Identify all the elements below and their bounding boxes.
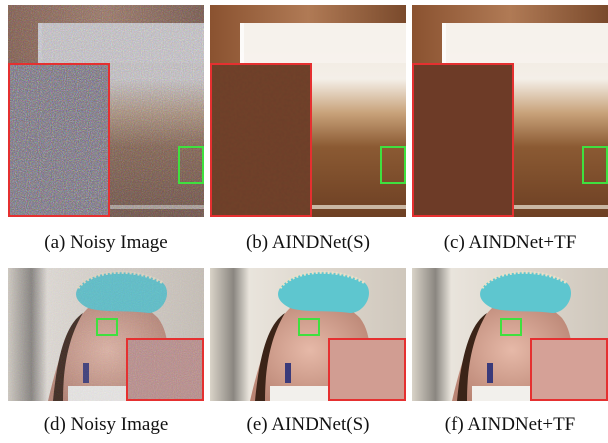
zoom-inset <box>530 338 608 401</box>
zoom-inset <box>126 338 204 401</box>
roi-box <box>178 146 204 184</box>
zoom-inset <box>412 63 514 217</box>
roi-box <box>500 318 522 336</box>
zoom-inset <box>8 63 110 217</box>
caption-d: (d) Noisy Image <box>43 414 169 435</box>
caption-c: (c) AINDNet+TF <box>443 232 577 253</box>
roi-box <box>96 318 118 336</box>
roi-box <box>582 146 608 184</box>
caption-b: (b) AINDNet(S) <box>245 232 370 253</box>
panel-d-image <box>8 268 204 401</box>
panel-b-image <box>210 5 406 217</box>
caption-a: (a) Noisy Image <box>44 232 168 253</box>
panel-c-image <box>412 5 608 217</box>
panel-f-image <box>412 268 608 401</box>
panel-e-image <box>210 268 406 401</box>
roi-box <box>298 318 320 336</box>
roi-box <box>380 146 406 184</box>
zoom-inset <box>210 63 312 217</box>
panel-a-image <box>8 5 204 217</box>
caption-f: (f) AINDNet+TF <box>444 414 576 435</box>
zoom-inset <box>328 338 406 401</box>
caption-e: (e) AINDNet(S) <box>246 414 370 435</box>
